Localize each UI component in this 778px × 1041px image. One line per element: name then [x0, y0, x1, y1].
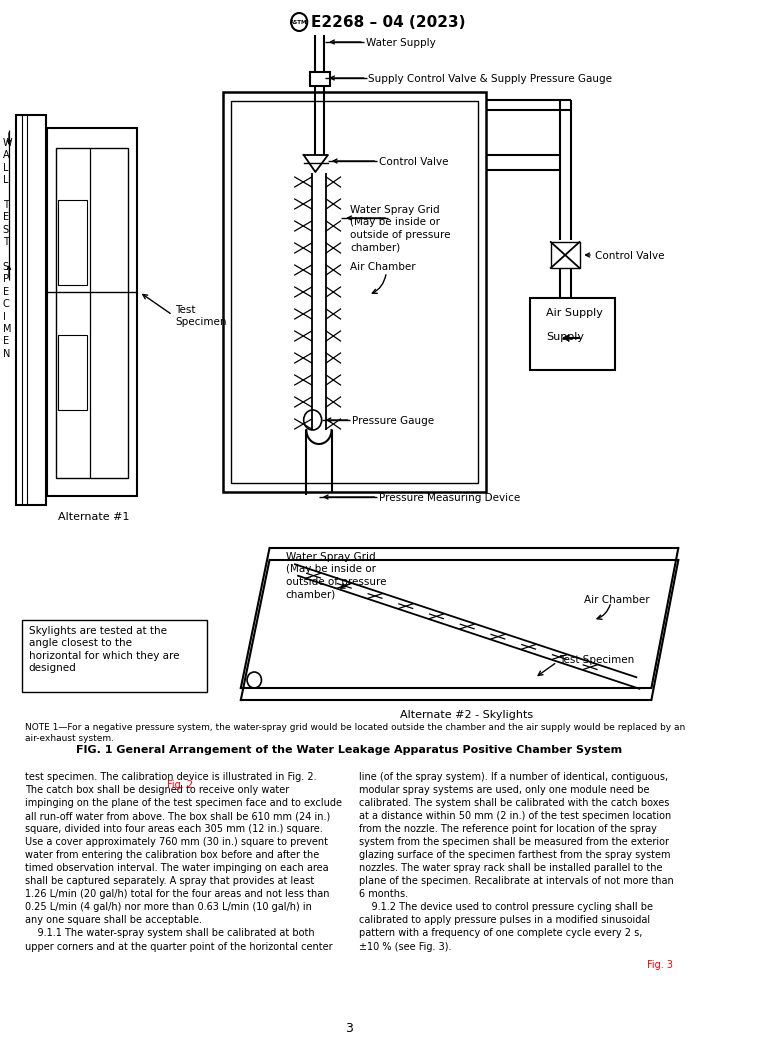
Text: Air Chamber: Air Chamber — [350, 262, 416, 272]
Bar — [58, 200, 87, 285]
Bar — [16, 115, 46, 505]
Bar — [23, 620, 207, 692]
Text: Test Specimen: Test Specimen — [559, 655, 634, 665]
Text: line (of the spray system). If a number of identical, contiguous,
modular spray : line (of the spray system). If a number … — [359, 772, 674, 951]
Text: W
A
L
L

T
E
S
T

S
P
E
C
I
M
E
N: W A L L T E S T S P E C I M E N — [2, 138, 12, 359]
Text: Control Valve: Control Valve — [594, 251, 664, 261]
Bar — [47, 128, 137, 496]
Text: Fig. 2: Fig. 2 — [167, 780, 193, 790]
Bar — [231, 101, 478, 483]
Text: E2268 – 04 (2023): E2268 – 04 (2023) — [311, 15, 465, 30]
Text: Supply: Supply — [546, 332, 584, 342]
Polygon shape — [303, 155, 328, 172]
Text: NOTE 1—For a negative pressure system, the water-spray grid would be located out: NOTE 1—For a negative pressure system, t… — [25, 723, 685, 743]
Text: Air Supply: Air Supply — [546, 308, 603, 318]
Text: ASTM: ASTM — [290, 20, 308, 25]
Text: Pressure Measuring Device: Pressure Measuring Device — [379, 493, 520, 503]
Bar — [58, 335, 87, 410]
Text: Water Spray Grid
(May be inside or
outside of pressure
chamber): Water Spray Grid (May be inside or outsi… — [350, 205, 451, 252]
Bar — [530, 298, 615, 370]
Text: FIG. 1 General Arrangement of the Water Leakage Apparatus Positive Chamber Syste: FIG. 1 General Arrangement of the Water … — [76, 745, 622, 755]
Bar — [223, 92, 486, 492]
Bar — [310, 72, 330, 86]
Text: 3: 3 — [345, 1022, 353, 1035]
Text: Pressure Gauge: Pressure Gauge — [352, 416, 434, 426]
Text: Alternate #2 - Skylights: Alternate #2 - Skylights — [400, 710, 533, 720]
Text: test specimen. The calibration device is illustrated in Fig. 2.
The catch box sh: test specimen. The calibration device is… — [25, 772, 342, 951]
Text: Skylights are tested at the
angle closest to the
horizontal for which they are
d: Skylights are tested at the angle closes… — [29, 626, 179, 674]
Text: Air Chamber: Air Chamber — [584, 595, 650, 605]
Text: Fig. 3: Fig. 3 — [647, 960, 673, 970]
Text: Alternate #1: Alternate #1 — [58, 512, 130, 522]
Text: Water Supply: Water Supply — [366, 39, 436, 48]
Bar — [551, 242, 580, 268]
Text: Supply Control Valve & Supply Pressure Gauge: Supply Control Valve & Supply Pressure G… — [368, 74, 612, 84]
Text: Water Spray Grid
(May be inside or
outside of pressure
chamber): Water Spray Grid (May be inside or outsi… — [286, 552, 386, 600]
Bar — [56, 148, 128, 478]
Text: Control Valve: Control Valve — [379, 157, 449, 167]
Text: Test
Specimen: Test Specimen — [175, 305, 226, 328]
